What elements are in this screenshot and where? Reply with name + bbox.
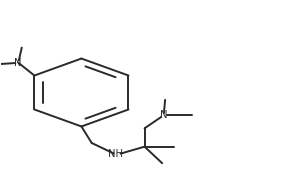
Text: N: N	[14, 58, 22, 68]
Text: N: N	[160, 110, 167, 120]
Text: NH: NH	[108, 149, 123, 159]
